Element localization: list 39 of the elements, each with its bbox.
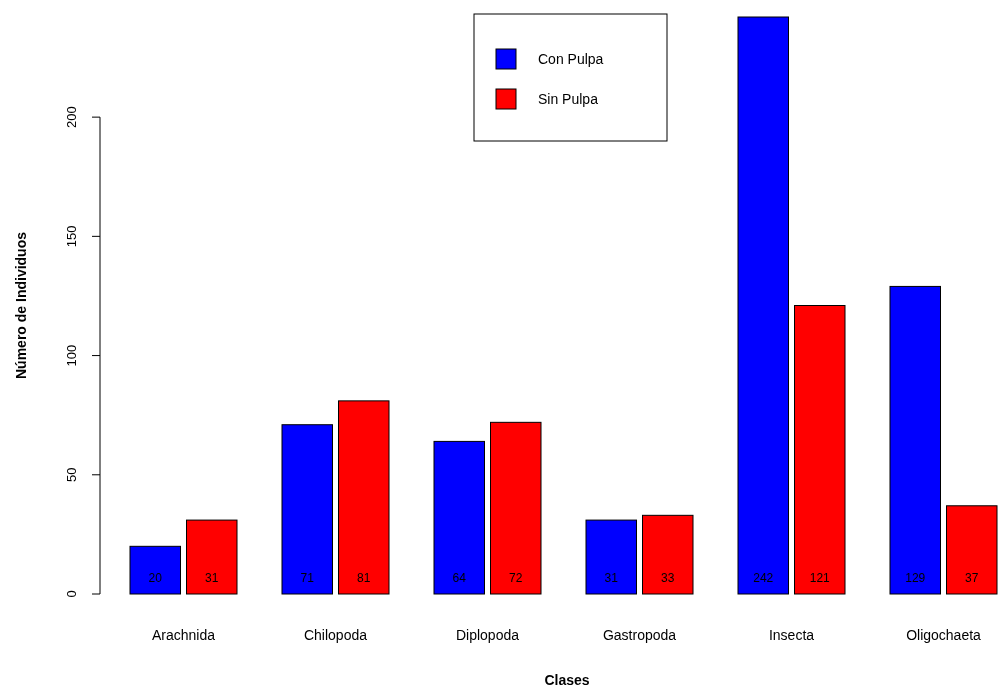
x-tick-label: Oligochaeta — [906, 627, 982, 643]
bar — [794, 305, 846, 595]
data-label: 20 — [148, 571, 163, 585]
data-label: 81 — [357, 571, 371, 585]
data-label: 129 — [905, 571, 926, 585]
y-tick-label: 0 — [64, 590, 79, 598]
bar — [490, 421, 542, 595]
bar — [338, 400, 390, 595]
y-tick-label: 50 — [64, 467, 79, 483]
y-tick-label: 200 — [64, 106, 79, 128]
data-label: 71 — [300, 571, 315, 585]
data-label: 31 — [604, 571, 619, 585]
x-tick-label: Chilopoda — [303, 627, 368, 643]
bar — [433, 440, 485, 595]
data-label: 64 — [452, 571, 467, 585]
x-tick-label: Diplopoda — [455, 627, 520, 643]
y-tick-label: 150 — [64, 225, 79, 248]
x-axis-title: Clases — [544, 672, 590, 688]
bar — [642, 514, 694, 595]
legend-label: Sin Pulpa — [538, 91, 599, 107]
data-label: 242 — [753, 571, 774, 585]
legend-label: Con Pulpa — [538, 51, 604, 67]
bar — [889, 285, 941, 595]
bar — [946, 505, 998, 595]
x-tick-label: Gastropoda — [602, 627, 677, 643]
bar — [186, 519, 238, 595]
data-label: 37 — [965, 571, 979, 585]
y-axis-title: Número de Individuos — [13, 231, 29, 380]
data-label: 31 — [205, 571, 219, 585]
x-tick-label: Arachnida — [151, 627, 216, 643]
y-tick-label: 100 — [64, 344, 79, 367]
data-label: 72 — [509, 571, 523, 585]
x-tick-label: Insecta — [768, 627, 815, 643]
bar — [281, 424, 333, 595]
bar — [737, 16, 789, 595]
data-label: 33 — [661, 571, 675, 585]
bar — [585, 519, 637, 595]
data-label: 121 — [809, 571, 831, 585]
bar — [129, 545, 181, 595]
